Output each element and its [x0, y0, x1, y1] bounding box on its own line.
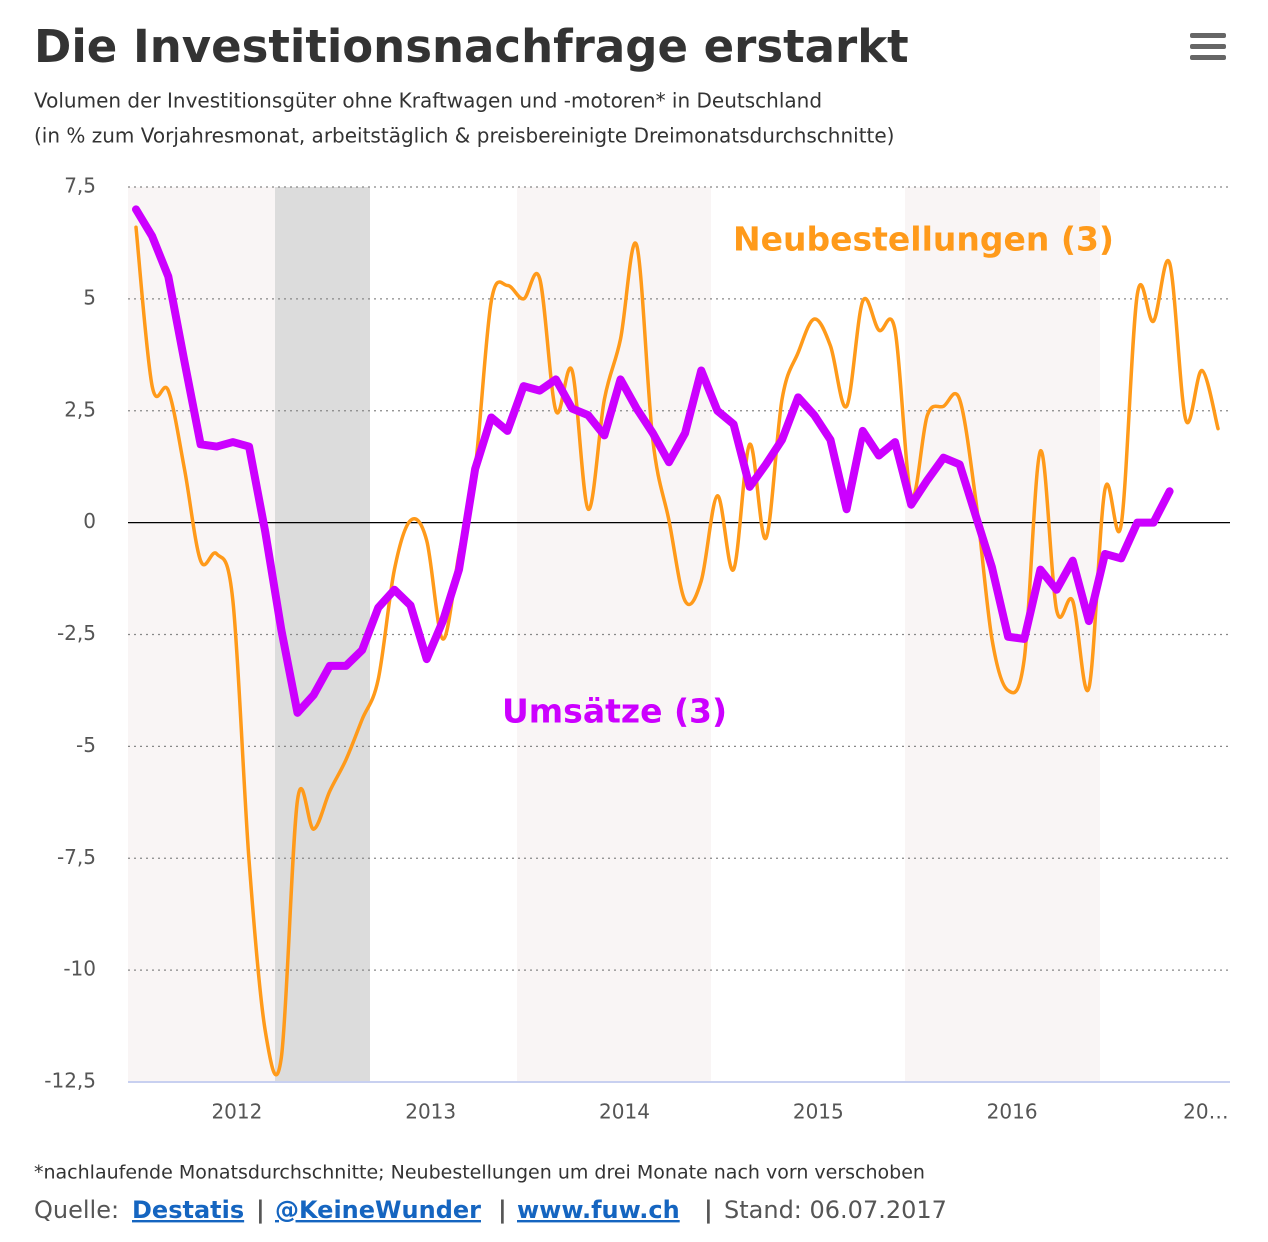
- menu-button[interactable]: [1190, 33, 1226, 60]
- subtitle: (in % zum Vorjahresmonat, arbeitstäglich…: [34, 124, 894, 148]
- link[interactable]: Destatis: [132, 1196, 244, 1224]
- y-tick-label: 2,5: [64, 397, 96, 421]
- source-line: Quelle: Destatis | @KeineWunder | www.fu…: [34, 1196, 947, 1224]
- series-label: Neubestellungen (3): [733, 220, 1114, 259]
- source-link[interactable]: Destatis: [132, 1196, 244, 1224]
- source-link[interactable]: www.fuw.ch: [517, 1196, 680, 1224]
- plot-bands: [128, 187, 1100, 1082]
- menu-bar[interactable]: [1190, 44, 1226, 49]
- y-tick-label: -10: [63, 957, 96, 981]
- source-link[interactable]: @KeineWunder: [275, 1196, 481, 1224]
- source-prefix: Quelle:: [34, 1196, 119, 1224]
- y-tick-label: 5: [83, 285, 96, 309]
- link[interactable]: @KeineWunder: [275, 1196, 481, 1224]
- x-tick-label: 2012: [211, 1100, 262, 1124]
- series-line: [134, 225, 1220, 1077]
- subtitle: Volumen der Investitionsgüter ohne Kraft…: [34, 89, 822, 113]
- separator: |: [256, 1196, 265, 1224]
- menu-bar[interactable]: [1190, 33, 1226, 38]
- separator: |: [498, 1196, 507, 1224]
- x-tick-label: 2013: [405, 1100, 456, 1124]
- year-band: [905, 187, 1100, 1082]
- footnote: *nachlaufende Monatsdurchschnitte; Neube…: [34, 1162, 925, 1184]
- y-tick-label: 7,5: [64, 174, 96, 198]
- y-tick-label: -7,5: [57, 845, 96, 869]
- series-label: Umsätze (3): [502, 692, 727, 731]
- y-tick-label: -12,5: [44, 1069, 96, 1093]
- x-tick-label: 2016: [987, 1100, 1038, 1124]
- menu-bar[interactable]: [1190, 55, 1226, 60]
- chart-title: Die Investitionsnachfrage erstarkt: [34, 20, 909, 73]
- link[interactable]: www.fuw.ch: [517, 1196, 680, 1224]
- y-tick-label: 0: [83, 509, 96, 533]
- series-line: [132, 205, 1174, 717]
- y-tick-label: -2,5: [57, 621, 96, 645]
- y-tick-label: -5: [76, 733, 96, 757]
- separator: |: [704, 1196, 713, 1224]
- x-tick-label: 20…: [1183, 1100, 1228, 1124]
- x-tick-label: 2015: [793, 1100, 844, 1124]
- x-tick-label: 2014: [599, 1100, 650, 1124]
- source-stand: Stand: 06.07.2017: [724, 1196, 947, 1224]
